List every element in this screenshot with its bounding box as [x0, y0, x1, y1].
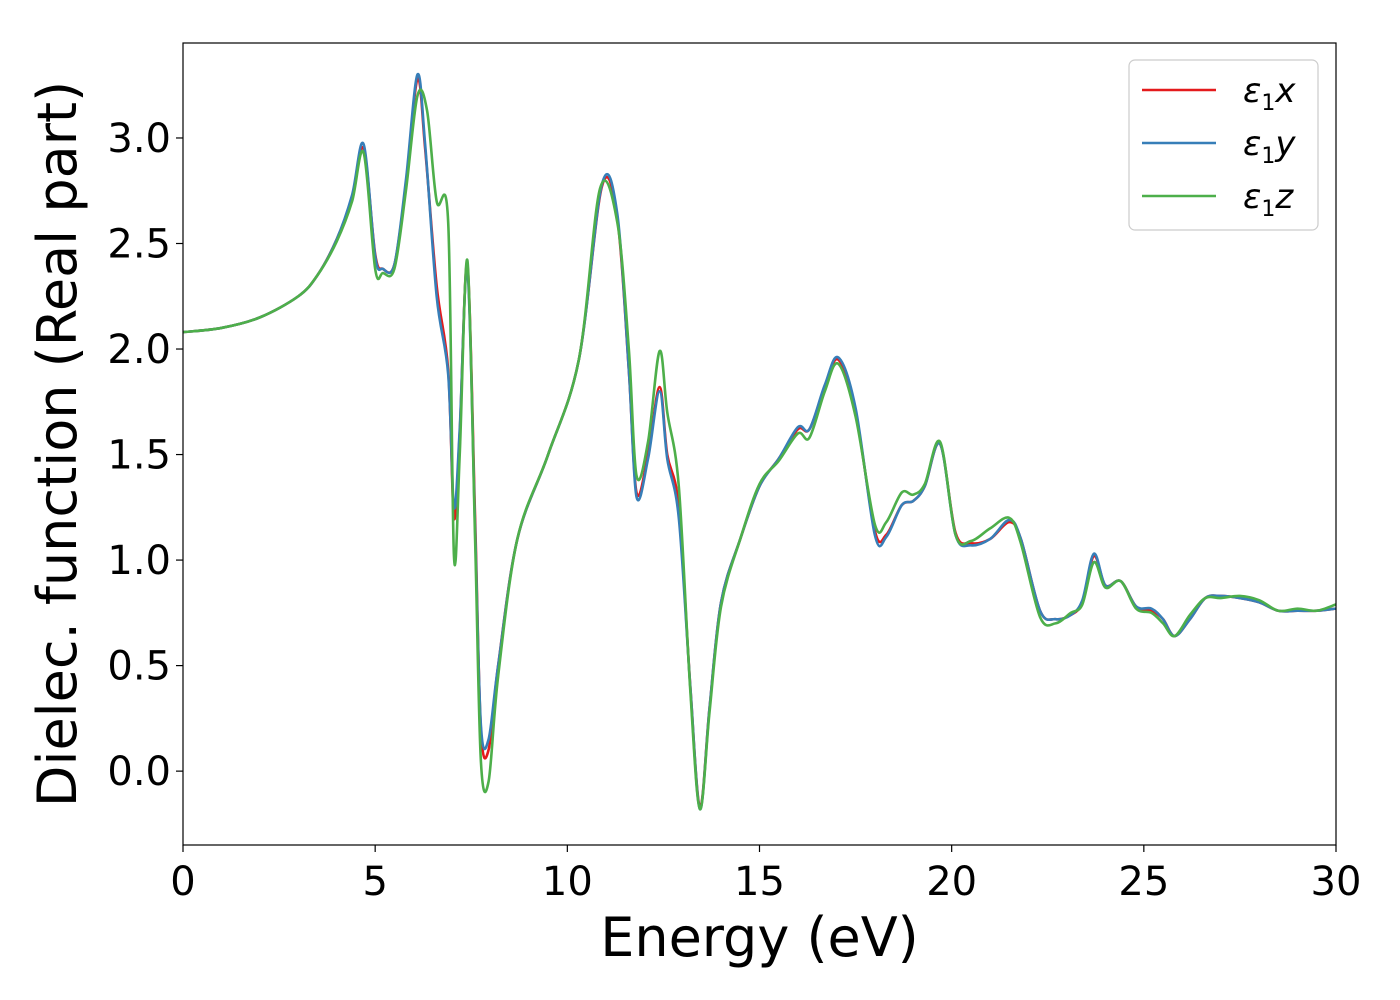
y-tick-label: 0.0: [107, 749, 171, 795]
y-tick-label: 2.5: [107, 222, 171, 268]
legend: ε1x ε1y ε1z: [1128, 59, 1319, 231]
legend-label-y: ε1y: [1243, 124, 1296, 169]
y-tick-label: 0.5: [107, 644, 171, 690]
x-tick-label: 5: [362, 859, 387, 905]
series-layer: [183, 72, 1336, 811]
y-tick-label: 2.0: [107, 327, 171, 373]
x-tick-label: 0: [170, 859, 195, 905]
x-tick-label: 10: [542, 859, 593, 905]
x-axis-title: Energy (eV): [600, 906, 919, 969]
y-tick-label: 1.5: [107, 433, 171, 479]
legend-box: [1128, 59, 1319, 231]
x-tick-label: 30: [1311, 859, 1362, 905]
legend-label-x: ε1x: [1243, 71, 1296, 116]
tick-layer: 0 5 10 15 20 25 30 0.0 0.5 1.0 1.5 2.0 2.5 3.0: [107, 116, 1361, 905]
y-tick-label: 3.0: [107, 116, 171, 162]
y-tick-label: 1.0: [107, 538, 171, 584]
legend-label-z: ε1z: [1243, 177, 1294, 222]
series-line-z: [183, 88, 1336, 811]
y-axis-title: Dielec. function (Real part): [26, 81, 89, 807]
legend-entries: ε1x ε1y ε1z: [1142, 71, 1296, 222]
x-tick-label: 15: [734, 859, 785, 905]
x-tick-label: 25: [1118, 859, 1169, 905]
x-tick-label: 20: [926, 859, 977, 905]
